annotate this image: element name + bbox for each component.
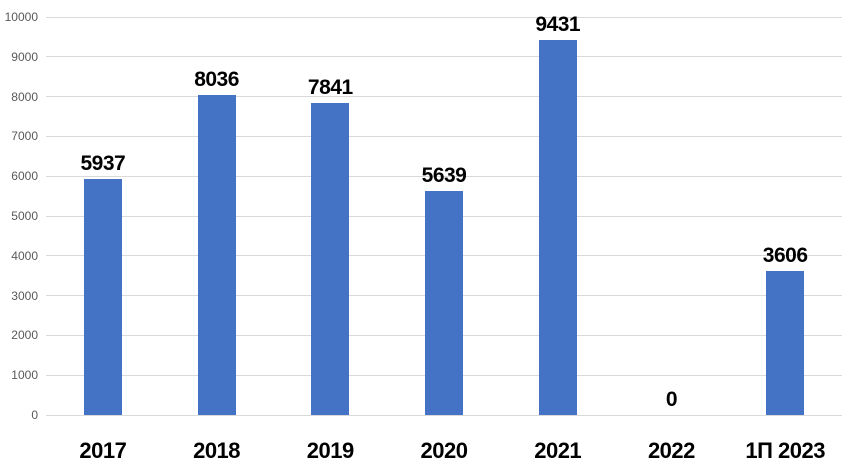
data-label-2020: 5639 xyxy=(421,163,467,187)
data-label-2018: 8036 xyxy=(194,68,239,92)
x-axis-category-label-2018: 2018 xyxy=(193,438,241,463)
x-axis-category-label-2021: 2021 xyxy=(534,438,582,463)
data-label-2019: 7841 xyxy=(307,75,353,99)
data-label-1П 2023: 3606 xyxy=(762,244,808,268)
y-axis-tick-label: 5000 xyxy=(11,209,38,223)
y-axis-tick-label: 4000 xyxy=(11,248,38,263)
y-gridline xyxy=(46,135,842,137)
y-gridline xyxy=(46,96,842,98)
y-axis-tick-label: 8000 xyxy=(11,89,38,104)
x-axis-category-label-2019: 2019 xyxy=(306,438,354,463)
data-label-2022: 0 xyxy=(665,388,678,411)
bar-2018 xyxy=(197,95,236,415)
bar-2021 xyxy=(538,39,577,415)
x-axis-category-label-1П 2023: 1П 2023 xyxy=(745,438,825,463)
bar-2017 xyxy=(83,178,122,415)
y-axis-tick-label: 2000 xyxy=(11,328,38,343)
y-axis-tick-label: 6000 xyxy=(11,169,38,184)
x-axis-category-label-2022: 2022 xyxy=(647,438,695,463)
y-gridline xyxy=(46,16,842,18)
x-axis-category-label-2020: 2020 xyxy=(420,438,468,463)
bar-2019 xyxy=(311,102,350,415)
data-label-2021: 9431 xyxy=(535,12,581,36)
y-axis-tick-label: 10000 xyxy=(4,10,38,24)
bar-1П 2023 xyxy=(766,271,805,415)
data-label-2017: 5937 xyxy=(80,151,126,175)
y-axis-tick-label: 3000 xyxy=(11,288,38,303)
y-axis-tick-label: 7000 xyxy=(11,129,38,144)
y-axis-tick-label: 1000 xyxy=(11,368,38,383)
y-gridline xyxy=(46,56,842,58)
y-axis-tick-label: 0 xyxy=(31,408,38,422)
bar-2020 xyxy=(425,190,463,415)
y-axis-tick-label: 9000 xyxy=(11,49,38,64)
x-axis-category-label-2017: 2017 xyxy=(79,438,127,463)
